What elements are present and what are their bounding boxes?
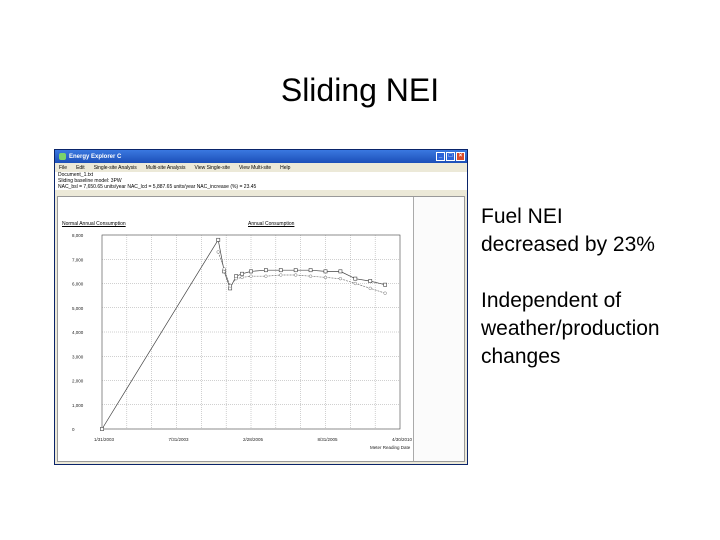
y-tick-label: 7,000 <box>72 257 84 262</box>
tab-annual-consumption[interactable]: Annual Consumption <box>248 221 295 227</box>
y-tick-label: 2,000 <box>72 379 84 384</box>
menu-multi-site-analysis[interactable]: Multi-site Analysis <box>145 164 186 171</box>
series-1-point <box>264 268 268 273</box>
bullet-2: Independent of weather/production change… <box>481 287 711 371</box>
side-panel <box>413 197 464 461</box>
series-2-point <box>368 286 372 290</box>
bullet-2-line-2: weather/production <box>481 317 660 340</box>
series-2-point <box>338 277 343 281</box>
series-1-point <box>249 269 253 274</box>
series-2-point <box>249 274 253 278</box>
line-chart: 0 1,000 2,000 3,000 4,000 5,000 6,000 7,000 8,00… <box>72 233 413 450</box>
x-tick-label: 1/31/2003 <box>94 437 115 442</box>
series-2-point <box>308 274 313 278</box>
info-line-nac: NAC_bsl = 7,650.65 units/year NAC_lcd = … <box>58 184 257 190</box>
series-2-point <box>222 267 226 271</box>
series-2-point <box>234 277 238 281</box>
series-1-point <box>100 427 104 431</box>
maximize-button[interactable]: □ <box>446 152 455 161</box>
series-2-point <box>264 274 268 278</box>
slide-title: Sliding NEI <box>280 72 440 108</box>
bullet-list: Fuel NEI decreased by 23% Independent of… <box>481 203 711 399</box>
tab-normal-annual-consumption[interactable]: Normal Annual Consumption <box>62 221 126 227</box>
series-1-point <box>368 279 373 283</box>
y-tick-label: 5,000 <box>72 306 84 311</box>
series-1-point <box>308 268 313 273</box>
series-1-point <box>216 237 221 242</box>
series-2-point <box>294 273 298 277</box>
menu-view-single-site[interactable]: View Single-site <box>194 164 230 171</box>
series-2-point <box>240 275 244 280</box>
menu-bar: File Edit Single-site Analysis Multi-sit… <box>55 163 467 172</box>
info-line-file: Document_1.txt <box>58 172 94 178</box>
series-2-point <box>323 275 328 280</box>
menu-file[interactable]: File <box>59 164 68 171</box>
app-icon <box>59 153 66 160</box>
y-tick-label: 6,000 <box>72 282 84 287</box>
x-axis-label: Meter Reading Date <box>370 445 411 450</box>
series-2-point <box>383 291 387 295</box>
series-2-point <box>216 250 220 254</box>
window-title: Energy Explorer C <box>69 153 122 160</box>
series-1-line <box>101 238 386 430</box>
info-line-model: Sliding baseline model: 3PW <box>58 178 122 184</box>
chart-area: Normal Annual Consumption Annual Consump… <box>57 196 465 462</box>
series-2-point <box>228 284 232 288</box>
x-tick-label: 2/28/2005 <box>243 437 264 442</box>
x-tick-label: 7/31/2003 <box>169 437 190 442</box>
menu-edit[interactable]: Edit <box>76 164 85 171</box>
series-1-point <box>323 269 328 274</box>
series-1-point <box>383 282 388 287</box>
y-tick-label: 3,000 <box>72 354 84 359</box>
series-2-point <box>353 281 357 286</box>
series-1-point <box>353 276 358 281</box>
series-2-point <box>279 273 283 277</box>
y-tick-label: 1,000 <box>72 403 84 408</box>
menu-single-site-analysis[interactable]: Single-site Analysis <box>93 164 137 171</box>
minimize-button[interactable]: _ <box>436 152 445 161</box>
x-tick-label: 8/31/2005 <box>318 437 339 442</box>
y-tick-label: 0 <box>72 427 75 432</box>
series-1-point <box>278 268 283 273</box>
series-1-point <box>240 271 244 276</box>
x-tick-label: 4/30/2010 <box>392 437 413 442</box>
bullet-2-line-1: Independent of <box>481 289 622 312</box>
series-1-point <box>338 269 343 274</box>
app-window-screenshot: Energy Explorer C _ □ × File Edit Single… <box>54 149 468 465</box>
bullet-1-line-1: Fuel NEI <box>481 205 563 228</box>
bullet-1-line-2: decreased by 23% <box>481 233 655 256</box>
bullet-2-line-3: changes <box>481 345 561 368</box>
series-1-point <box>293 268 298 273</box>
y-tick-label: 8,000 <box>72 233 84 238</box>
close-button[interactable]: × <box>456 152 465 161</box>
bullet-1: Fuel NEI decreased by 23% <box>481 203 711 259</box>
window-titlebar[interactable]: Energy Explorer C _ □ × <box>55 150 467 163</box>
y-tick-label: 4,000 <box>72 330 84 335</box>
menu-view-multi-site[interactable]: View Multi-site <box>238 164 272 171</box>
menu-help[interactable]: Help <box>280 164 291 171</box>
model-info: Document_1.txt Sliding baseline model: 3… <box>55 172 467 190</box>
